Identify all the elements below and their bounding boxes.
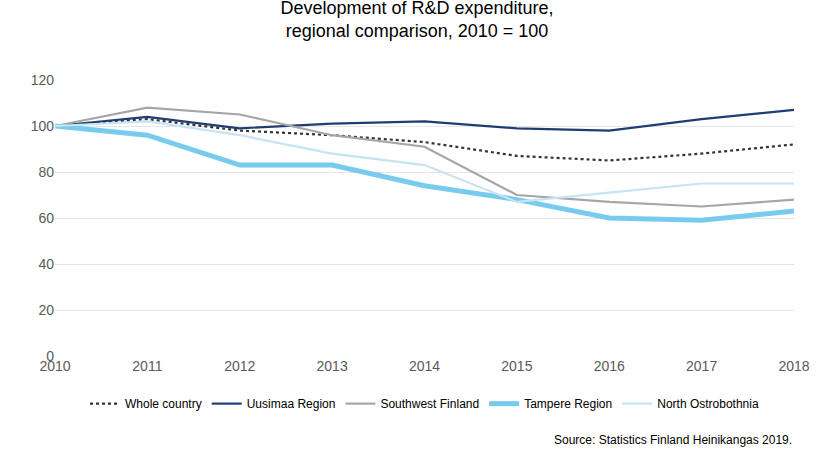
- svg-text:120: 120: [31, 72, 55, 88]
- svg-text:Whole country: Whole country: [125, 397, 202, 411]
- svg-text:60: 60: [38, 210, 54, 226]
- svg-text:40: 40: [38, 256, 54, 272]
- svg-text:Southwest Finland: Southwest Finland: [380, 397, 479, 411]
- svg-text:2011: 2011: [132, 358, 162, 374]
- svg-text:North Ostrobothnia: North Ostrobothnia: [657, 397, 759, 411]
- svg-text:2017: 2017: [686, 358, 717, 374]
- svg-text:Source: Statistics Finland Hei: Source: Statistics Finland Heinikangas 2…: [554, 433, 792, 447]
- svg-text:2013: 2013: [317, 358, 348, 374]
- svg-text:0: 0: [46, 348, 54, 364]
- svg-text:Development of R&D expenditure: Development of R&D expenditure,regional …: [280, 0, 553, 41]
- svg-text:100: 100: [31, 118, 55, 134]
- svg-text:2018: 2018: [778, 358, 809, 374]
- svg-text:80: 80: [38, 164, 54, 180]
- svg-text:2015: 2015: [501, 358, 532, 374]
- svg-text:2014: 2014: [409, 358, 440, 374]
- svg-text:2012: 2012: [224, 358, 255, 374]
- svg-text:Uusimaa Region: Uusimaa Region: [247, 397, 336, 411]
- svg-text:20: 20: [38, 302, 54, 318]
- svg-text:2016: 2016: [594, 358, 625, 374]
- svg-text:Tampere Region: Tampere Region: [524, 397, 612, 411]
- svg-text:2010: 2010: [39, 358, 70, 374]
